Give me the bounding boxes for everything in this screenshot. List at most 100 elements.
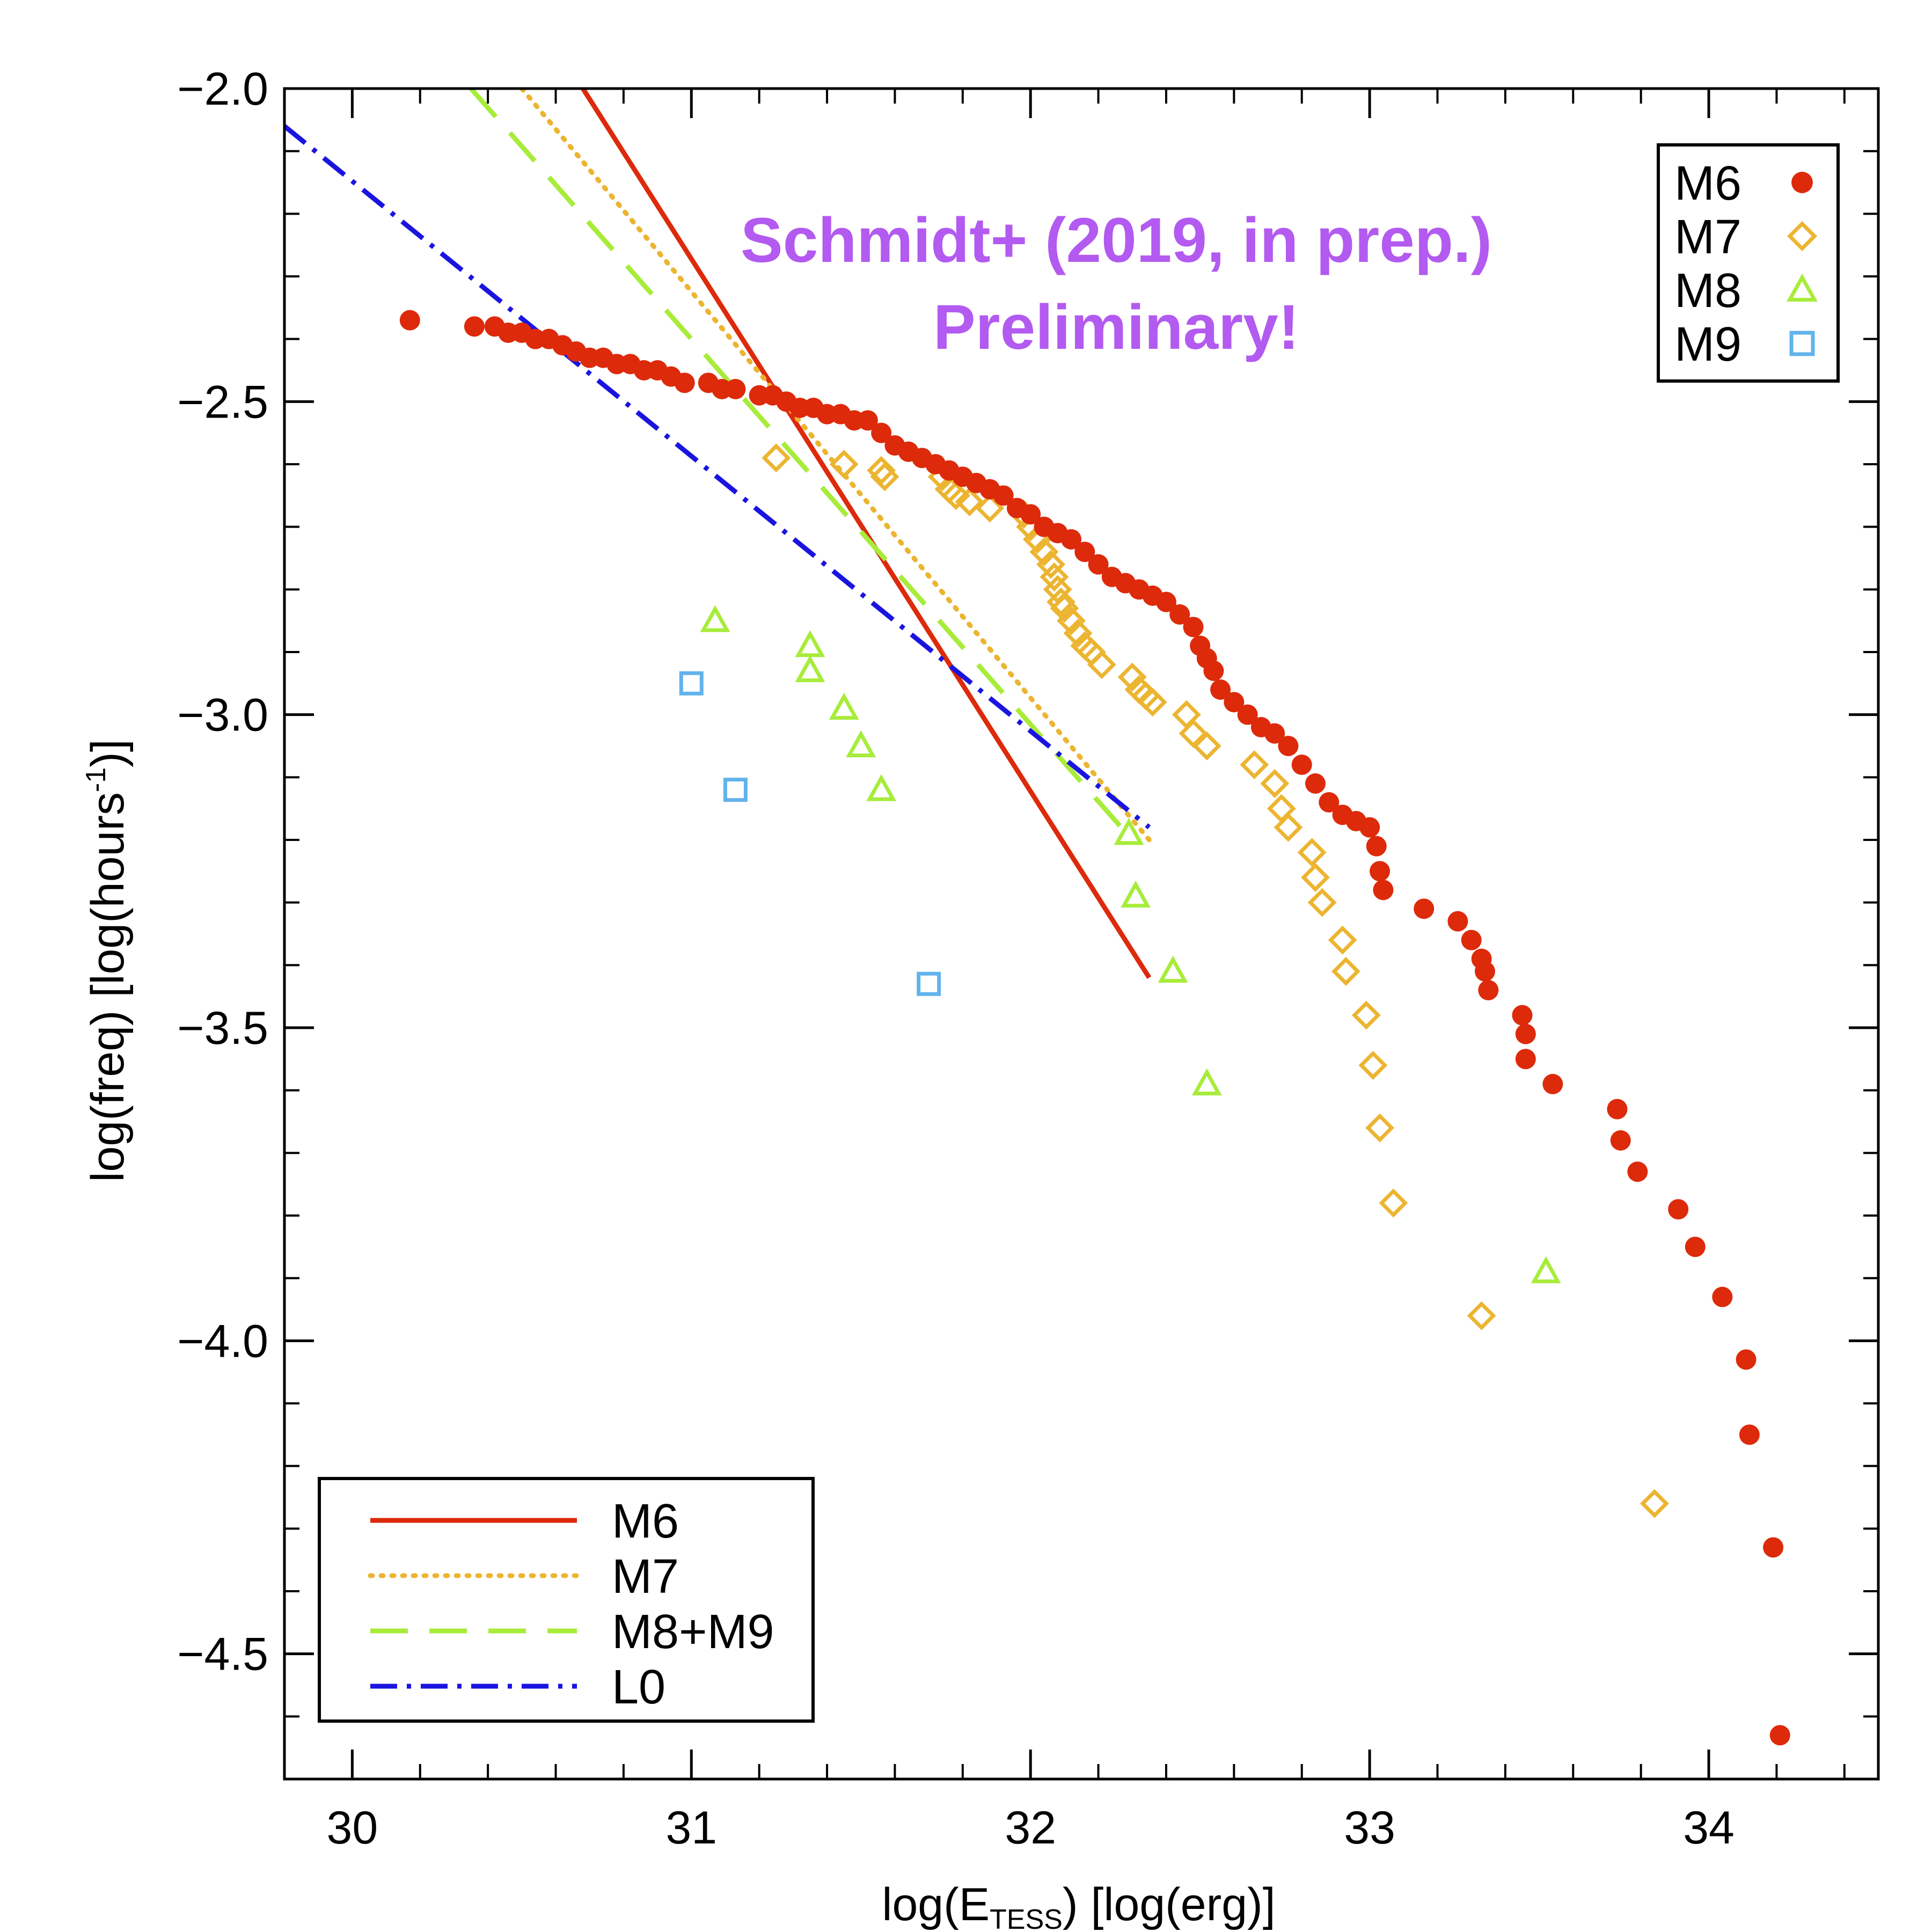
point-m6: [1237, 704, 1258, 725]
point-m7: [1307, 888, 1337, 917]
point-m7: [1046, 587, 1076, 617]
fit-line-m6: [581, 89, 1152, 979]
series-m9: [679, 671, 941, 996]
point-m6: [1155, 591, 1176, 612]
fit-lines-layer: [284, 89, 1152, 979]
point-m7: [1260, 769, 1290, 798]
point-m6: [1668, 1199, 1689, 1220]
point-m7: [955, 487, 984, 516]
point-m8: [795, 630, 825, 657]
point-m7: [1036, 550, 1066, 579]
fit-line-m7: [519, 89, 1152, 843]
point-m6: [1447, 911, 1468, 932]
point-m7: [1365, 1113, 1395, 1143]
point-m6: [1736, 1349, 1757, 1370]
point-m9: [917, 971, 941, 996]
legend-point-label: M6: [1674, 157, 1741, 210]
legend-point-marker: [1786, 273, 1818, 302]
x-axis-label-tail: ) [log(erg)]: [1063, 1879, 1276, 1930]
y-tick-label: −2.0: [177, 63, 268, 115]
point-m6: [871, 422, 892, 443]
point-m6: [1210, 679, 1231, 700]
point-m6: [1319, 792, 1340, 813]
point-m6: [1515, 1049, 1536, 1070]
point-m6: [1712, 1286, 1733, 1307]
legend-point-marker: [1789, 331, 1815, 356]
point-m7: [1358, 1051, 1388, 1080]
axes-frame-layer: 30 31 32 33 34 −2.0 −2.5 −3.0 −3.5 −4.0 −4.5: [177, 63, 1880, 1854]
point-m7: [762, 443, 791, 473]
point-m6: [993, 485, 1014, 506]
point-m6: [674, 372, 695, 393]
point-m6: [1366, 836, 1387, 857]
point-m7: [1351, 1000, 1381, 1030]
point-m7: [1640, 1489, 1669, 1518]
point-m6: [1183, 617, 1204, 638]
point-m6: [1088, 554, 1109, 575]
legend-point-marker: [1791, 172, 1813, 193]
point-m8: [795, 655, 825, 683]
point-m6: [1763, 1537, 1784, 1558]
point-m7: [1040, 562, 1069, 591]
legend-line-label: M7: [612, 1550, 679, 1604]
point-m6: [1607, 1099, 1628, 1119]
y-tick-label: −4.5: [177, 1629, 268, 1680]
point-m6: [1627, 1161, 1648, 1182]
point-m6: [1478, 980, 1499, 1000]
y-tick-label: −3.5: [177, 1002, 268, 1054]
y-axis-label-tail: )]: [82, 739, 134, 767]
annotation-line-1: Schmidt+ (2019, in prep.): [741, 205, 1492, 276]
y-axis-label-sup: -1: [80, 767, 112, 792]
point-m9: [723, 778, 748, 802]
point-m7: [1029, 537, 1059, 567]
fit-line-l0: [284, 124, 1151, 830]
point-m6: [1739, 1424, 1760, 1445]
point-m7: [867, 456, 896, 485]
point-m8: [829, 692, 859, 720]
point-m6: [857, 410, 878, 431]
point-m8: [846, 730, 876, 758]
point-m6: [1305, 773, 1326, 794]
plot-frame: [283, 87, 1880, 1781]
point-m6: [1461, 930, 1482, 950]
fit-line-m8-m9: [469, 89, 1135, 841]
point-m8: [700, 605, 730, 632]
point-m7: [1379, 1188, 1408, 1218]
point-m8: [1121, 880, 1151, 908]
point-m6: [1020, 504, 1041, 525]
x-tick-label: 30: [327, 1802, 378, 1854]
point-m8: [1114, 818, 1144, 845]
x-axis-label-main: log(E: [882, 1879, 990, 1930]
point-m7: [1467, 1301, 1496, 1330]
point-m7: [1087, 650, 1116, 679]
series-m6: [399, 310, 1790, 1746]
point-m6: [1373, 880, 1394, 901]
point-m6: [1074, 541, 1095, 562]
point-m6: [1512, 1005, 1533, 1026]
point-m6: [1542, 1074, 1563, 1094]
legend-line-label: M8+M9: [612, 1605, 774, 1659]
series-m8: [700, 605, 1561, 1284]
point-m6: [725, 379, 746, 399]
point-m7: [1057, 606, 1086, 635]
point-m9: [679, 671, 704, 696]
point-m6: [1203, 661, 1224, 681]
point-m6: [1169, 604, 1190, 625]
annotation-line-2: Preliminary!: [933, 292, 1299, 363]
point-m7: [1117, 662, 1147, 692]
point-m7: [975, 493, 1005, 523]
point-m7: [829, 450, 859, 479]
point-m6: [1474, 961, 1495, 982]
point-m7: [1328, 925, 1357, 955]
x-axis-label-sub: TESS: [990, 1904, 1063, 1932]
point-m8: [1191, 1068, 1222, 1096]
point-m7: [1301, 863, 1330, 892]
x-tick-label: 34: [1683, 1802, 1735, 1854]
point-m6: [1370, 861, 1391, 882]
x-tick-label: 32: [1005, 1802, 1056, 1854]
point-m6: [399, 310, 420, 331]
point-m6: [1359, 817, 1380, 838]
